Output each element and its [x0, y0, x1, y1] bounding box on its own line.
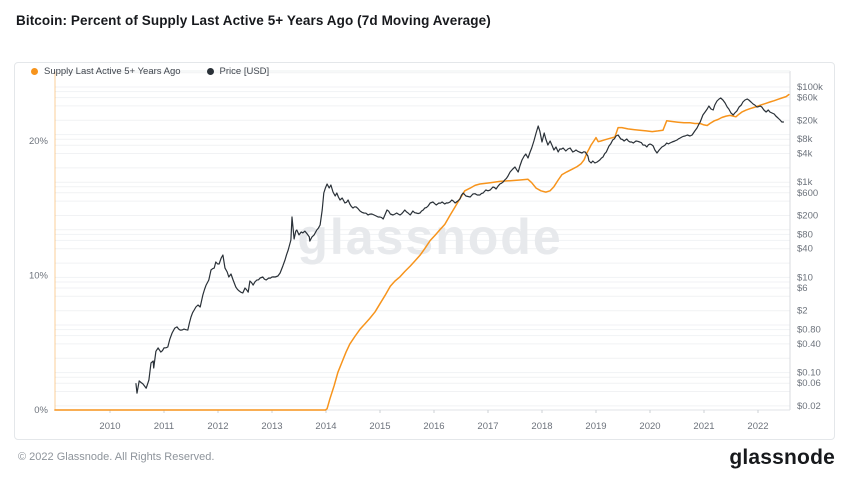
right-axis-tick-label: $2: [797, 306, 808, 317]
right-axis-tick-label: $200: [797, 211, 818, 222]
left-axis-tick-label: 20%: [29, 136, 49, 147]
x-axis-tick-label: 2014: [315, 421, 336, 432]
legend-label-price: Price [USD]: [219, 66, 270, 77]
price-series-line: [135, 97, 784, 394]
page-title: Bitcoin: Percent of Supply Last Active 5…: [16, 13, 491, 28]
glassnode-logo: glassnode: [729, 446, 835, 469]
x-axis-tick-label: 2010: [99, 421, 120, 432]
legend-item-supply[interactable]: Supply Last Active 5+ Years Ago: [31, 66, 181, 77]
x-axis-tick-label: 2022: [747, 421, 768, 432]
footer-copyright: © 2022 Glassnode. All Rights Reserved.: [18, 451, 215, 463]
grid-lines: [55, 72, 790, 407]
legend-label-supply: Supply Last Active 5+ Years Ago: [44, 66, 181, 77]
plot-area[interactable]: [55, 71, 790, 410]
right-axis-tick-label: $100k: [797, 82, 823, 93]
left-axis: 0% 10% 20%: [29, 136, 49, 416]
x-axis-tick-label: 2013: [261, 421, 282, 432]
right-axis-tick-label: $60k: [797, 93, 818, 104]
x-axis-tick-label: 2012: [207, 421, 228, 432]
right-axis-tick-label: $80: [797, 229, 813, 240]
right-axis-tick-label: $6: [797, 283, 808, 294]
x-axis-tick-label: 2020: [639, 421, 660, 432]
right-axis-tick-label: $8k: [797, 134, 813, 145]
right-axis-tick-label: $40: [797, 244, 813, 255]
x-axis-tick-label: 2019: [585, 421, 606, 432]
left-axis-tick-label: 0%: [34, 405, 48, 416]
x-axis-tick-label: 2016: [423, 421, 444, 432]
right-axis-tick-label: $0.06: [797, 378, 821, 389]
x-axis: 2010 2011 2012 2013 2014 2015 2016 2017 2018 2019…: [99, 410, 769, 432]
right-axis-tick-label: $0.02: [797, 401, 821, 412]
x-axis-tick-label: 2011: [154, 421, 174, 432]
right-axis-tick-label: $600: [797, 188, 818, 199]
right-axis-tick-label: $0.40: [797, 339, 821, 350]
right-axis-tick-label: $10: [797, 272, 813, 283]
x-axis-tick-label: 2021: [693, 421, 714, 432]
x-axis-tick-label: 2017: [477, 421, 498, 432]
right-axis-tick-label: $1k: [797, 177, 813, 188]
right-axis-tick-label: $20k: [797, 115, 818, 126]
left-axis-tick-label: 10%: [29, 271, 49, 282]
right-axis-tick-label: $0.80: [797, 325, 821, 336]
supply-series-dot-icon: [31, 68, 38, 75]
right-axis-tick-label: $0.10: [797, 368, 821, 379]
x-axis-tick-label: 2015: [369, 421, 390, 432]
right-axis-tick-label: $4k: [797, 149, 813, 160]
x-axis-tick-label: 2018: [531, 421, 552, 432]
supply-series-line: [54, 93, 790, 411]
legend-item-price[interactable]: Price [USD]: [206, 66, 270, 77]
glassnode-watermark: glassnode: [297, 209, 562, 265]
chart-legend: Supply Last Active 5+ Years Ago Price [U…: [31, 66, 269, 77]
right-axis: $100k$60k$20k$8k$4k$1k$600$200$80$40$10$…: [797, 82, 823, 412]
price-series-dot-icon: [206, 68, 214, 75]
